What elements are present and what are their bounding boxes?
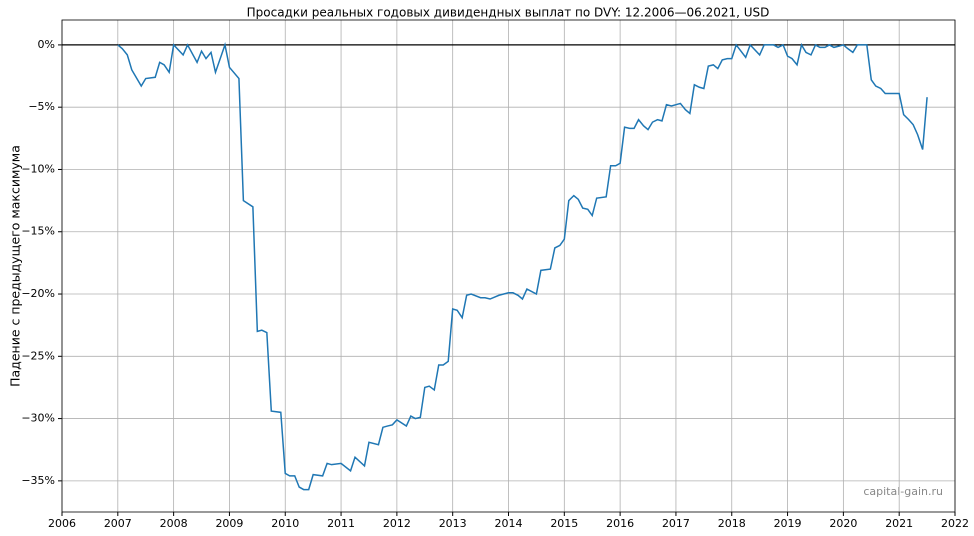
x-tick-label: 2011 xyxy=(327,517,355,530)
x-tick-label: 2008 xyxy=(160,517,188,530)
x-tick-label: 2009 xyxy=(215,517,243,530)
y-tick-label: −5% xyxy=(28,100,55,113)
x-tick-label: 2016 xyxy=(606,517,634,530)
x-tick-label: 2015 xyxy=(550,517,578,530)
x-tick-label: 2012 xyxy=(383,517,411,530)
x-tick-label: 2019 xyxy=(774,517,802,530)
x-tick-label: 2010 xyxy=(271,517,299,530)
y-tick-label: −15% xyxy=(21,225,55,238)
x-tick-label: 2020 xyxy=(829,517,857,530)
x-tick-label: 2006 xyxy=(48,517,76,530)
chart-title: Просадки реальных годовых дивидендных вы… xyxy=(247,6,770,20)
watermark: capital-gain.ru xyxy=(863,485,943,498)
y-tick-label: −10% xyxy=(21,162,55,175)
y-axis-label: Падение с предыдущего максимума xyxy=(8,145,23,387)
y-tick-label: 0% xyxy=(38,38,55,51)
data-line xyxy=(117,42,928,491)
x-tick-label: 2014 xyxy=(495,517,523,530)
x-tick-label: 2017 xyxy=(662,517,690,530)
x-tick-label: 2013 xyxy=(439,517,467,530)
x-tick-label: 2022 xyxy=(941,517,969,530)
y-tick-label: −20% xyxy=(21,287,55,300)
x-tick-label: 2018 xyxy=(718,517,746,530)
plot-frame xyxy=(61,19,956,513)
y-tick-label: −35% xyxy=(21,474,55,487)
y-tick-label: −30% xyxy=(21,412,55,425)
x-tick-label: 2021 xyxy=(885,517,913,530)
y-tick-label: −25% xyxy=(21,349,55,362)
x-tick-label: 2007 xyxy=(104,517,132,530)
